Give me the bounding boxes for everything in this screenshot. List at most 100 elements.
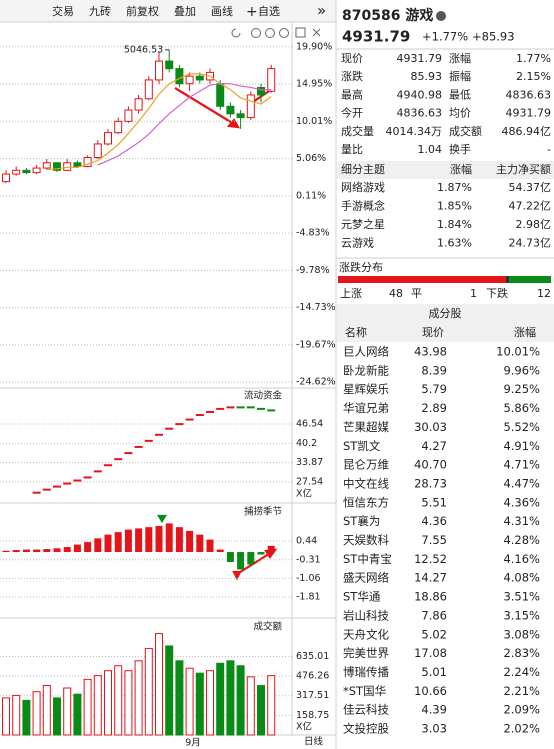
stock-name[interactable]: ST华通 — [343, 590, 381, 604]
window-icon[interactable] — [295, 27, 306, 38]
stock-value: 4.36 — [421, 514, 447, 528]
macd-bar — [114, 532, 122, 553]
stock-title: 870586 游戏 — [342, 7, 433, 24]
stock-name[interactable]: 文投控股 — [343, 722, 389, 736]
candle-body — [144, 79, 153, 100]
ma-line — [46, 73, 272, 171]
stock-name[interactable]: *ST国华 — [343, 684, 386, 698]
stock-name[interactable]: 天娱数科 — [343, 533, 389, 547]
volume-bar — [22, 699, 31, 736]
stat-value: 486.94亿 — [502, 125, 552, 138]
price: 4931.79 — [342, 28, 410, 46]
chart-icons[interactable] — [231, 27, 321, 38]
y-tick-label: 317.51 — [296, 690, 329, 701]
toolbar-button[interactable]: 交易 — [52, 4, 74, 18]
theme-name[interactable]: 网络游戏 — [341, 180, 385, 194]
theme-value: 1.63% — [437, 237, 472, 250]
stat-label: 均价 — [449, 107, 471, 120]
stock-name[interactable]: 盛天网络 — [343, 571, 389, 585]
stat-value: 85.93 — [411, 70, 443, 83]
stat-value: 1.77% — [516, 52, 551, 65]
stat-label: 涨幅 — [449, 52, 471, 65]
candle-body — [185, 75, 194, 85]
stock-name[interactable]: 卧龙新能 — [343, 363, 389, 377]
toolbar-button[interactable]: 前复权 — [126, 4, 159, 18]
stock-name[interactable]: 天舟文化 — [343, 627, 389, 641]
toolbar-more[interactable]: » — [317, 2, 326, 20]
stat-value: 4836.63 — [397, 107, 443, 120]
stock-name[interactable]: 博瑞传播 — [343, 665, 389, 679]
change: +85.93 — [472, 30, 515, 44]
theme-value: 1.84% — [437, 218, 472, 231]
macd-bar — [22, 549, 30, 553]
stock-value: 4.31% — [503, 514, 540, 528]
dist-count: 48 — [389, 287, 403, 300]
macd-bar — [206, 539, 214, 553]
unit-label: X亿 — [296, 721, 312, 733]
candle-body — [246, 94, 255, 119]
theme-name[interactable]: 手游概念 — [341, 199, 385, 213]
volume-bar — [42, 685, 51, 736]
toolbar-button[interactable]: 自选 — [258, 5, 280, 18]
candle-body — [12, 169, 21, 175]
stock-name[interactable]: 恒信东方 — [343, 495, 389, 509]
y-tick-label: 14.95% — [296, 79, 332, 90]
stock-name[interactable]: 华谊兄弟 — [343, 401, 389, 415]
y-tick-label: 10.01% — [296, 116, 332, 127]
volume-bar — [257, 685, 265, 736]
info-icon[interactable] — [436, 11, 446, 21]
stock-value: 30.03 — [414, 420, 447, 434]
y-tick-label: -1.81 — [296, 592, 321, 603]
macd-bar — [12, 550, 20, 553]
stock-name[interactable]: 巨人网络 — [343, 345, 389, 359]
macd-bar — [53, 548, 61, 553]
plus-icon[interactable]: + — [246, 4, 258, 20]
toolbar-button[interactable]: 画线 — [211, 4, 233, 18]
toolbar-button[interactable]: 叠加 — [174, 5, 196, 18]
arrow — [236, 551, 273, 575]
stat-label: 量比 — [341, 143, 363, 156]
stat-label: 现价 — [341, 52, 363, 65]
peak-label: 5046.53 — [124, 44, 163, 55]
stock-name[interactable]: 星辉娱乐 — [343, 382, 389, 396]
stock-name[interactable]: 昆仑万维 — [343, 458, 389, 472]
stock-name[interactable]: 中文在线 — [343, 476, 389, 490]
stock-value: 2.02% — [503, 722, 540, 736]
toolbar-button[interactable]: 九砖 — [89, 4, 111, 18]
stock-value: 4.39 — [421, 703, 447, 717]
theme-value: 2.98亿 — [516, 218, 552, 231]
dist-count: 1 — [470, 287, 477, 300]
stock-value: 5.01 — [421, 665, 447, 679]
stock-name[interactable]: ST凯文 — [343, 439, 381, 453]
stat-value: 4940.98 — [397, 88, 443, 101]
candle-body — [226, 105, 235, 115]
period-label[interactable]: 日线 — [304, 736, 324, 748]
macd-bar — [267, 545, 275, 553]
macd-bar — [196, 534, 204, 553]
stock-value: 40.70 — [414, 458, 447, 472]
settings-icon[interactable] — [279, 28, 289, 38]
candle-body — [216, 83, 225, 107]
stock-name[interactable]: ST襄为 — [343, 514, 380, 528]
candle-body — [236, 113, 245, 119]
candle-body — [42, 162, 51, 169]
table-header — [337, 304, 554, 342]
y-tick-label: -14.73% — [296, 302, 336, 313]
zoom-in-icon[interactable] — [251, 28, 261, 38]
stock-name[interactable]: 芒果超媒 — [343, 420, 389, 434]
stat-value: 4014.34万 — [386, 125, 443, 138]
macd-bar — [226, 552, 234, 562]
stat-value: 4931.79 — [506, 107, 552, 120]
close-icon[interactable] — [312, 28, 321, 37]
refresh-icon[interactable] — [231, 28, 241, 38]
stock-name[interactable]: 岩山科技 — [343, 608, 389, 622]
theme-name[interactable]: 元梦之星 — [341, 217, 385, 231]
stock-name[interactable]: ST中青宝 — [343, 552, 392, 566]
stock-name[interactable]: 完美世界 — [343, 646, 389, 660]
candle-body — [63, 162, 72, 171]
stock-name[interactable]: 佳云科技 — [343, 703, 389, 717]
stock-value: 10.66 — [414, 684, 447, 698]
theme-name[interactable]: 云游戏 — [341, 237, 374, 250]
zoom-out-icon[interactable] — [265, 28, 275, 38]
